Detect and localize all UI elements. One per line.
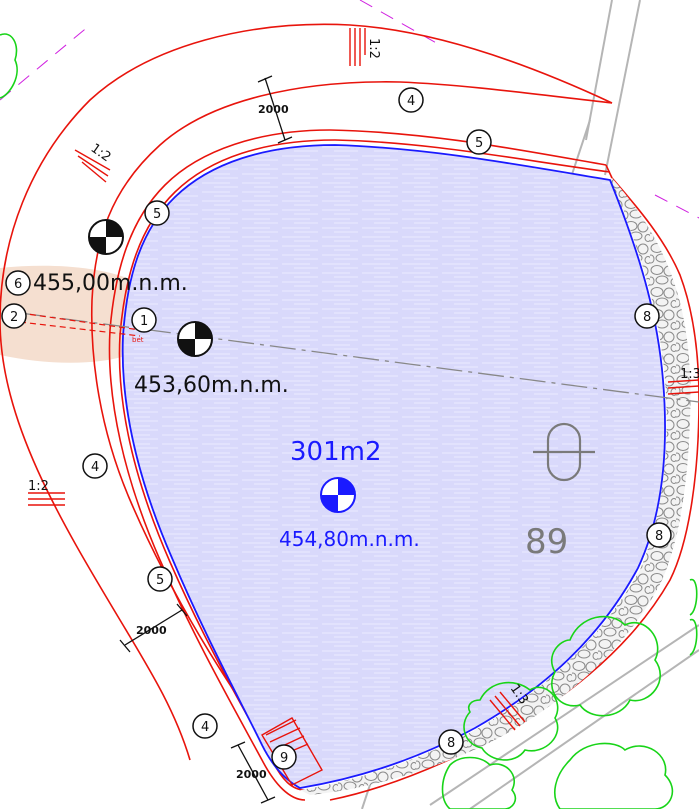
marker-label: 8 bbox=[447, 736, 455, 751]
dimension-label: 2000 bbox=[258, 103, 289, 116]
marker-label: 5 bbox=[475, 136, 483, 151]
level-marker-pool bbox=[320, 477, 356, 513]
marker-label: 5 bbox=[153, 207, 161, 222]
marker-label: 4 bbox=[407, 94, 415, 109]
slope-label: 1:2 bbox=[366, 38, 381, 59]
level-marker-upper bbox=[88, 219, 124, 255]
magenta-dashed-lines bbox=[0, 0, 699, 219]
marker-label: 9 bbox=[280, 751, 288, 766]
dimension-label: 2000 bbox=[236, 768, 267, 781]
red-dashed-cut bbox=[19, 312, 141, 331]
embankment-lines bbox=[0, 23, 699, 801]
dimension-lines bbox=[119, 75, 293, 804]
small-red-label: bet bbox=[132, 336, 144, 344]
pool-area bbox=[121, 144, 666, 789]
level-label-lower: 453,60m.n.m. bbox=[134, 373, 289, 398]
marker-label: 4 bbox=[201, 720, 209, 735]
slope-label: 1:3 bbox=[680, 367, 699, 382]
pool-area-label: 301m2 bbox=[290, 437, 382, 467]
marker-label: 6 bbox=[14, 277, 22, 292]
slope-label: 1:2 bbox=[88, 141, 114, 165]
pool-level-label: 454,80m.n.m. bbox=[279, 527, 420, 551]
section-line bbox=[19, 312, 699, 403]
level-label-upper: 455,00m.n.m. bbox=[33, 271, 188, 296]
slope-label: 1:2 bbox=[28, 479, 49, 494]
stone-rim bbox=[300, 178, 691, 795]
dimension-label: 2000 bbox=[136, 624, 167, 637]
level-marker-lower bbox=[177, 321, 213, 357]
tree-outlines bbox=[0, 33, 698, 809]
parcel-symbol bbox=[533, 422, 595, 482]
marker-circles bbox=[1, 87, 672, 770]
parcel-number: 89 bbox=[525, 522, 568, 562]
marker-label: 8 bbox=[643, 310, 651, 325]
marker-label: 5 bbox=[156, 573, 164, 588]
marker-label: 1 bbox=[140, 314, 148, 329]
marker-label: 2 bbox=[10, 310, 18, 325]
marker-label: 4 bbox=[91, 460, 99, 475]
marker-label: 8 bbox=[655, 529, 663, 544]
